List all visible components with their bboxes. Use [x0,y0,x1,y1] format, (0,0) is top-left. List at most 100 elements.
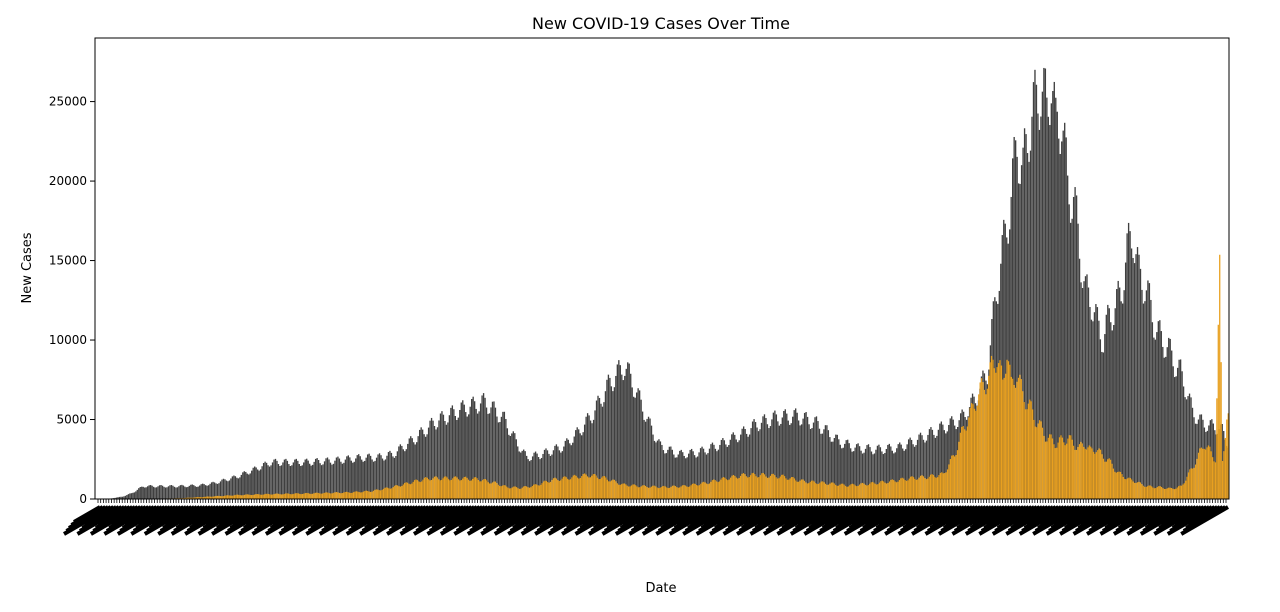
bar-total [338,458,341,499]
bar-highlight [1101,454,1103,499]
bar-total [1026,153,1029,500]
x-axis-label: Date [645,581,676,596]
bar-total [471,398,473,499]
bar-highlight [1002,379,1004,499]
bar-highlight [798,481,800,499]
bar-total [230,478,232,499]
bar-total [826,425,828,499]
bar-highlight [188,497,190,499]
bar-highlight [1100,449,1102,499]
bar-highlight [1117,471,1119,499]
bar-highlight [381,489,383,499]
bar-total [1035,84,1038,499]
bar-total [1191,407,1194,499]
bar-highlight [1166,488,1168,499]
bar-highlight [895,482,898,499]
bar-highlight [1041,427,1044,499]
bar-highlight [637,487,640,499]
bar-highlight [911,476,913,499]
bar-total [1119,287,1121,499]
series-highlight-bars [146,254,1229,499]
bar-highlight [433,476,436,499]
bar-total [719,444,721,499]
bar-total [503,411,506,499]
bar-highlight [1187,472,1190,499]
bar-total [364,460,366,499]
bar-highlight [728,479,730,499]
bar-total [619,365,621,499]
bar-highlight [463,477,465,499]
bar-total [511,433,513,499]
bar-highlight [1204,449,1207,499]
bar-highlight [919,475,922,499]
bar-highlight [1071,439,1073,499]
bar-highlight [954,456,956,499]
bar-highlight [1211,457,1214,499]
bar-total [202,483,204,499]
bar-total [433,426,436,499]
bar-highlight [725,479,728,499]
bar-highlight [605,477,607,499]
bar-total [575,430,577,499]
bar-total [567,439,569,499]
bar-total [482,393,485,499]
bar-total [152,486,155,499]
bar-highlight [739,475,742,499]
bar-highlight [868,483,871,499]
bar-total [352,462,354,499]
bar-total [754,422,757,499]
bar-highlight [204,496,206,499]
bar-total [934,437,937,499]
bar-highlight [649,487,651,499]
bar-total [790,423,792,499]
bar-highlight [849,485,851,499]
bar-total [922,439,925,499]
bar-highlight [1068,435,1071,499]
bar-highlight [671,485,674,499]
bar-total [215,483,217,499]
bar-highlight [1064,445,1066,499]
bar-highlight [1197,452,1200,499]
bar-total [1182,386,1185,499]
bar-highlight [490,483,492,499]
bar-total [722,438,724,499]
bar-total [1105,314,1107,499]
bar-highlight [185,497,187,499]
bar-total [649,418,651,499]
bar-total [496,416,498,499]
bar-highlight [914,478,916,499]
bar-total [478,411,480,499]
bar-total [429,420,431,499]
bar-total [158,485,161,499]
bar-total [595,400,598,499]
bar-highlight [510,488,512,499]
bar-highlight [1060,435,1062,499]
bar-total [1135,254,1137,499]
bar-highlight [548,482,550,499]
bar-highlight [201,497,203,499]
bar-highlight [602,476,604,499]
bar-highlight [246,494,248,499]
bar-highlight [929,474,932,499]
bar-highlight [758,477,760,499]
bar-highlight [1063,442,1065,499]
bar-highlight [374,489,376,499]
bar-total [701,446,703,499]
bar-highlight [221,496,223,499]
bar-highlight [430,479,433,499]
bar-total [894,452,896,499]
bar-highlight [1179,485,1181,499]
bar-total [658,439,660,499]
bar-total [518,451,520,499]
bar-highlight [245,494,247,499]
bar-total [585,416,587,499]
bar-total [679,450,681,499]
bar-total [372,461,375,499]
bar-total [524,451,526,499]
bar-total [138,488,140,499]
bar-total [667,449,669,499]
x-axis-ticks [63,499,1229,536]
bar-total [497,422,500,499]
bar-highlight [623,483,626,499]
